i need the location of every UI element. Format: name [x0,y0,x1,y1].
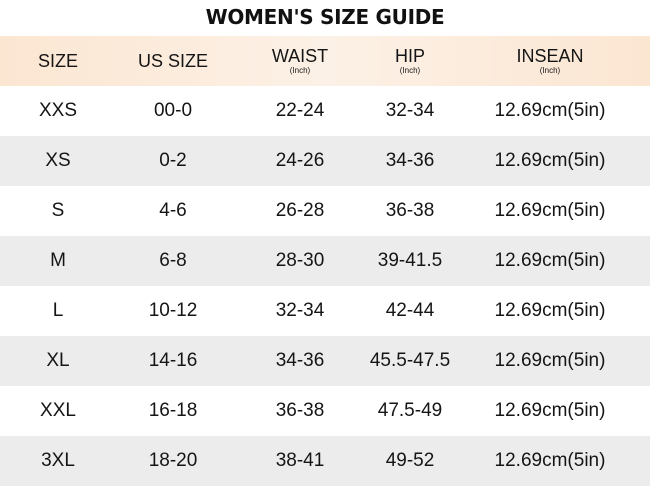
table-row: M 6-8 28-30 39-41.5 12.69cm(5in) [0,236,650,286]
cell-hip: 36-38 [385,200,435,221]
header-hip-label: HIP [394,45,425,66]
cell-waist: 34-36 [275,350,325,371]
cell-size: XS [45,150,71,171]
cell-size: XXL [40,400,76,421]
header-hip-unit: (Inch) [399,65,421,75]
header-waist: WAIST (Inch) [250,36,350,86]
cell-insean: 12.69cm(5in) [494,100,606,121]
header-size: SIZE [18,36,98,86]
table-row: S 4-6 26-28 36-38 12.69cm(5in) [0,186,650,236]
cell-insean: 12.69cm(5in) [494,150,606,171]
cell-size: L [52,300,64,321]
cell-us-size: 16-18 [148,400,198,421]
header-waist-unit: (Inch) [289,65,311,75]
cell-us-size: 00-0 [153,100,193,121]
table-row: XL 14-16 34-36 45.5-47.5 12.69cm(5in) [0,336,650,386]
cell-insean: 12.69cm(5in) [494,400,606,421]
cell-us-size: 0-2 [159,150,187,171]
header-waist-label: WAIST [271,45,329,66]
header-hip: HIP (Inch) [355,36,465,86]
cell-us-size: 6-8 [159,250,187,271]
cell-hip: 47.5-49 [377,400,443,421]
cell-insean: 12.69cm(5in) [494,450,606,471]
header-us-size-label: US SIZE [137,51,208,71]
cell-us-size: 4-6 [159,200,187,221]
cell-us-size: 10-12 [148,300,198,321]
cell-waist: 24-26 [275,150,325,171]
cell-hip: 42-44 [385,300,435,321]
cell-hip: 39-41.5 [377,250,443,271]
table-row: 3XL 18-20 38-41 49-52 12.69cm(5in) [0,436,650,486]
header-insean-label: INSEAN [516,45,584,66]
table-row: XXL 16-18 36-38 47.5-49 12.69cm(5in) [0,386,650,436]
table-row: L 10-12 32-34 42-44 12.69cm(5in) [0,286,650,336]
table-header-row: SIZE US SIZE WAIST (Inch) HIP (Inch) INS… [0,36,650,86]
cell-size: M [50,250,66,271]
page-title: WOMEN'S SIZE GUIDE [205,5,445,29]
cell-insean: 12.69cm(5in) [494,300,606,321]
table-row: XS 0-2 24-26 34-36 12.69cm(5in) [0,136,650,186]
size-guide-table: SIZE US SIZE WAIST (Inch) HIP (Inch) INS… [0,36,650,486]
cell-insean: 12.69cm(5in) [494,250,606,271]
cell-waist: 22-24 [275,100,325,121]
cell-hip: 45.5-47.5 [369,350,451,371]
header-insean-unit: (Inch) [539,65,561,75]
cell-waist: 38-41 [275,450,325,471]
cell-waist: 26-28 [275,200,325,221]
cell-insean: 12.69cm(5in) [494,200,606,221]
header-us-size: US SIZE [128,36,218,86]
cell-size: XXS [38,100,78,121]
cell-us-size: 14-16 [148,350,198,371]
cell-size: XL [46,350,70,371]
cell-insean: 12.69cm(5in) [494,350,606,371]
cell-us-size: 18-20 [148,450,198,471]
cell-hip: 49-52 [385,450,435,471]
cell-waist: 28-30 [275,250,325,271]
cell-hip: 32-34 [385,100,435,121]
header-size-label: SIZE [37,51,78,71]
cell-hip: 34-36 [385,150,435,171]
cell-waist: 32-34 [275,300,325,321]
table-row: XXS 00-0 22-24 32-34 12.69cm(5in) [0,86,650,136]
cell-size: 3XL [41,450,75,471]
header-insean: INSEAN (Inch) [480,36,620,86]
cell-size: S [51,200,65,221]
cell-waist: 36-38 [275,400,325,421]
